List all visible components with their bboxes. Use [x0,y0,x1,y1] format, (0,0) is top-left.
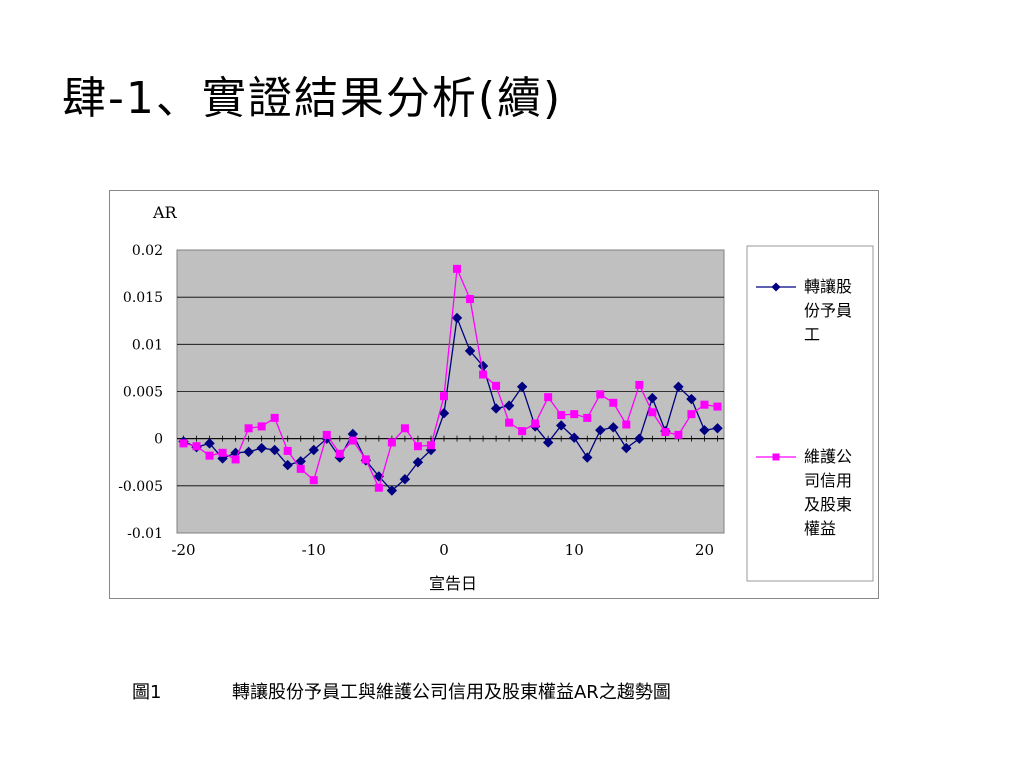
data-point [412,457,424,468]
data-point [464,345,476,357]
data-point [608,422,619,433]
data-point [582,452,593,463]
data-point [374,483,383,492]
data-point [386,485,398,496]
data-point [400,424,409,433]
caption-number: 圖1 [132,682,162,703]
data-point [451,312,463,324]
legend-label: 司信用 [804,471,852,490]
data-point [622,420,631,429]
data-point [557,411,566,420]
x-tick-label: 20 [695,541,714,559]
data-point [269,444,280,456]
data-point [661,428,670,437]
data-point [673,381,684,392]
data-point [713,402,722,411]
legend-box [746,245,874,582]
data-point [518,427,527,436]
slide-title: 肆-1、實證結果分析(續) [62,73,563,124]
data-point [205,451,214,460]
data-point [399,474,411,485]
x-axis-label: 宣告日 [429,574,477,593]
data-point [438,407,450,419]
data-point [322,430,331,439]
data-point [516,381,528,392]
data-point [712,423,723,434]
y-tick-label: 0.005 [123,385,163,401]
data-point [609,398,618,407]
caption-text: 轉讓股份予員工與維護公司信用及股東權益AR之趨勢圖 [232,682,671,703]
data-point [256,442,267,454]
y-tick-label: 0 [154,432,163,448]
data-point [244,424,253,433]
data-point [635,380,644,389]
data-point [270,413,279,422]
data-point [348,436,357,445]
data-point [296,464,305,473]
data-point [686,393,697,405]
data-point [204,438,215,449]
x-tick-label: 0 [439,541,449,559]
y-tick-label: -0.005 [118,479,163,495]
data-point [595,424,606,436]
data-point [283,446,292,455]
data-point [505,418,514,427]
data-point [179,439,188,448]
y-tick-label: 0.02 [132,243,163,259]
legend-label: 權益 [804,519,836,538]
legend-marker [772,453,780,461]
data-point [490,403,502,414]
data-point [583,413,592,422]
y-tick-label: 0.015 [123,290,163,306]
data-point [282,459,293,471]
data-point [466,295,475,304]
x-tick-label: 10 [565,541,584,559]
data-point [596,390,605,399]
x-tick-label: -10 [302,541,326,559]
data-point [492,381,501,390]
data-point [555,420,567,431]
data-point [503,400,515,411]
data-point [413,442,422,451]
data-point [648,408,657,417]
data-point [700,400,709,409]
data-point [699,424,710,436]
legend-label: 及股東 [804,495,852,514]
data-point [687,410,696,419]
data-point [479,370,488,379]
data-point [257,422,266,431]
legend-label: 工 [804,325,820,344]
data-point [542,437,554,448]
data-point [453,264,462,273]
legend-marker [771,282,781,292]
data-point [674,430,683,439]
data-point [544,393,553,402]
chart-frame: AR 0.02 0.015 0.01 0.005 0 -0.005 -0.01 -20 -10 0… [109,190,879,599]
y-tick-label: 0.01 [132,337,163,353]
legend-label: 份予員 [804,301,852,320]
legend-label: 轉讓股 [804,277,852,296]
x-tick-label: -20 [171,541,195,559]
data-point [309,476,318,485]
data-point [231,455,240,464]
data-point [647,392,658,404]
data-point [335,449,344,458]
data-point [531,419,540,428]
legend-label: 維護公 [804,447,852,466]
data-point [634,433,645,444]
data-point [426,441,435,450]
data-point [361,455,370,464]
data-point [439,392,448,401]
data-point [570,410,579,419]
data-point [192,442,201,451]
data-point [243,446,254,458]
ar-trend-chart: AR 0.02 0.015 0.01 0.005 0 -0.005 -0.01 -20 -10 0… [118,203,874,593]
data-point [569,432,580,443]
y-axis-label: AR [152,203,178,222]
data-point [218,448,227,457]
data-point [621,442,632,454]
y-tick-label: -0.01 [127,526,163,542]
data-point [308,444,319,456]
data-point [387,438,396,447]
